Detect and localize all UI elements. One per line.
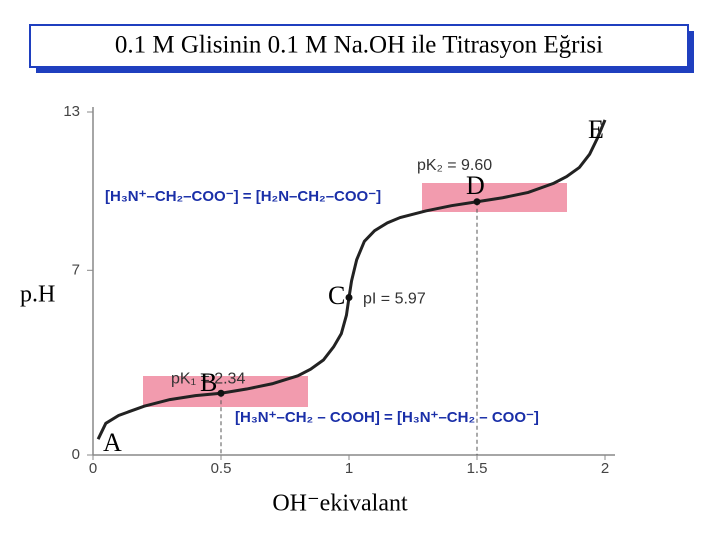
key-point xyxy=(217,389,225,397)
equilibrium-label: [H₃N⁺–CH₂ – COOH] = [H₃N⁺–CH₂ – COO⁻] xyxy=(235,409,539,426)
point-label: pK₁ = 2.34 xyxy=(171,370,245,387)
x-tick-label: 2 xyxy=(601,460,609,477)
point-letter: E xyxy=(588,115,604,144)
y-tick-label: 13 xyxy=(63,103,80,120)
y-axis-label: p.H xyxy=(20,282,55,308)
key-point xyxy=(345,293,353,301)
x-axis-label: OH⁻ekivalant xyxy=(272,491,408,517)
chart-title: 0.1 M Glisinin 0.1 M Na.OH ile Titrasyon… xyxy=(115,32,603,59)
x-tick-label: 1.5 xyxy=(467,460,488,477)
y-tick-label: 0 xyxy=(72,446,80,463)
point-letter: A xyxy=(103,428,122,457)
key-point xyxy=(473,198,481,206)
equilibrium-label: [H₃N⁺–CH₂–COO⁻] = [H₂N–CH₂–COO⁻] xyxy=(105,188,381,205)
x-tick-label: 0 xyxy=(89,460,97,477)
point-label: pK₂ = 9.60 xyxy=(417,157,492,174)
point-label: pI = 5.97 xyxy=(363,291,426,308)
x-tick-label: 1 xyxy=(345,460,353,477)
title-box xyxy=(29,24,689,68)
y-tick-label: 7 xyxy=(72,261,80,278)
curve xyxy=(96,119,607,440)
x-tick-label: 0.5 xyxy=(211,460,232,477)
point-letter: B xyxy=(200,368,217,397)
point-letter: C xyxy=(328,281,345,310)
point-letter: D xyxy=(466,171,485,200)
